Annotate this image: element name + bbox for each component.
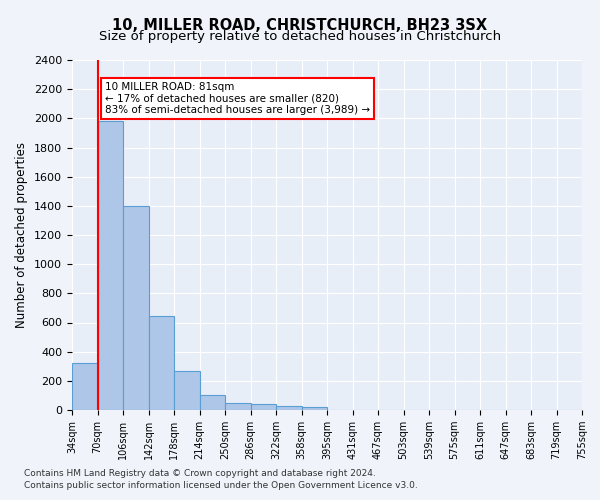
Text: 10, MILLER ROAD, CHRISTCHURCH, BH23 3SX: 10, MILLER ROAD, CHRISTCHURCH, BH23 3SX bbox=[112, 18, 488, 32]
Bar bbox=[149, 316, 174, 410]
Bar bbox=[97, 122, 123, 410]
Bar bbox=[251, 404, 276, 410]
Bar bbox=[123, 206, 149, 410]
Bar bbox=[199, 396, 225, 410]
Text: Contains public sector information licensed under the Open Government Licence v3: Contains public sector information licen… bbox=[24, 481, 418, 490]
Bar bbox=[302, 407, 327, 410]
Bar bbox=[174, 370, 199, 410]
Bar bbox=[225, 403, 251, 410]
Bar bbox=[72, 364, 97, 410]
Bar bbox=[276, 406, 302, 410]
Text: 10 MILLER ROAD: 81sqm
← 17% of detached houses are smaller (820)
83% of semi-det: 10 MILLER ROAD: 81sqm ← 17% of detached … bbox=[105, 82, 370, 115]
Y-axis label: Number of detached properties: Number of detached properties bbox=[16, 142, 28, 328]
Text: Contains HM Land Registry data © Crown copyright and database right 2024.: Contains HM Land Registry data © Crown c… bbox=[24, 468, 376, 477]
Text: Size of property relative to detached houses in Christchurch: Size of property relative to detached ho… bbox=[99, 30, 501, 43]
